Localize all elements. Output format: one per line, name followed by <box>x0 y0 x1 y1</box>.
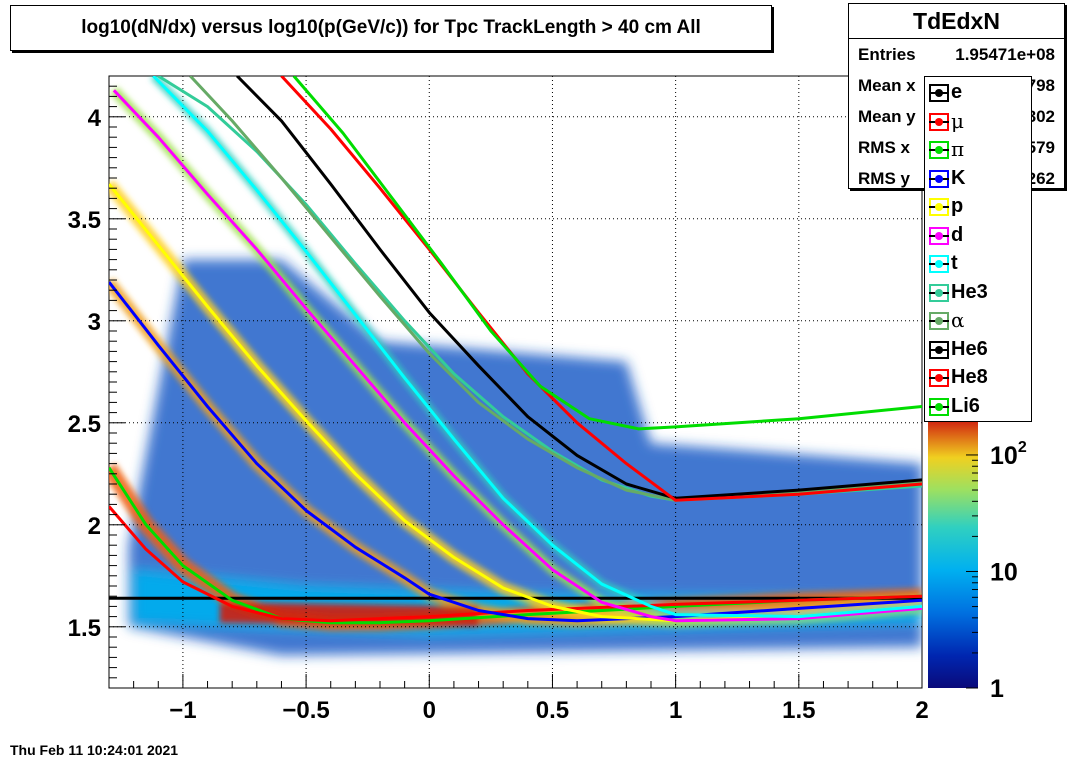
legend-marker <box>935 174 943 183</box>
legend-marker <box>935 89 943 97</box>
legend-swatch <box>929 369 949 387</box>
legend-label: d <box>951 223 964 246</box>
stats-value: 1.95471e+08 <box>955 44 1055 64</box>
legend-item: K <box>925 165 1031 193</box>
legend-marker <box>935 231 943 240</box>
legend-swatch <box>929 340 949 359</box>
legend-swatch <box>929 397 949 416</box>
y-tick-label: 2.5 <box>68 411 101 438</box>
x-tick-label: 0 <box>423 697 436 724</box>
legend-swatch <box>929 169 949 188</box>
chart-title: log10(dN/dx) versus log10(p(GeV/c)) for … <box>10 5 772 51</box>
density-halo <box>128 259 922 656</box>
legend-item: μ <box>925 108 1031 136</box>
legend-item: Li6 <box>925 393 1031 421</box>
legend-label: π <box>951 137 965 161</box>
legend-label: He6 <box>951 337 988 360</box>
y-tick-label: 1.5 <box>68 615 101 642</box>
legend-item: d <box>925 222 1031 250</box>
legend-label: e <box>951 81 963 103</box>
timestamp: Thu Feb 11 10:24:01 2021 <box>10 742 179 758</box>
legend-swatch <box>929 84 949 102</box>
band-curve-μ <box>109 505 922 623</box>
z-tick-exponent: 2 <box>1018 439 1027 456</box>
legend-swatch <box>929 312 949 330</box>
x-axis: −1 −0.5 0 0.5 1 1.5 2 <box>108 674 929 724</box>
legend-item: He3 <box>925 279 1031 307</box>
legend-item: He8 <box>925 364 1031 392</box>
legend-marker <box>935 203 943 211</box>
y-axis: 1.5 2 2.5 3 3.5 4 <box>68 75 125 689</box>
band-curve-Li6 <box>292 76 922 431</box>
x-tick-label: 1 <box>669 697 682 724</box>
legend-marker <box>935 146 943 154</box>
legend-label: He3 <box>951 280 988 303</box>
legend-item: p <box>925 193 1031 221</box>
x-tick-label: 2 <box>915 697 928 724</box>
legend-item: t <box>925 250 1031 278</box>
legend-swatch <box>929 255 949 273</box>
z-axis: 1 10 102 <box>966 439 1027 703</box>
stats-name: TdEdxN <box>849 4 1064 39</box>
y-tick-label: 2 <box>88 513 101 540</box>
stats-label: Mean y <box>858 106 916 126</box>
x-tick-label: 0.5 <box>536 697 569 724</box>
legend-label: He8 <box>951 366 988 388</box>
legend-swatch <box>929 198 949 216</box>
band-curve-t <box>152 76 922 619</box>
legend-label: Li6 <box>951 394 980 417</box>
legend-marker <box>935 117 943 126</box>
legend-swatch <box>929 226 949 245</box>
band-curve-d <box>112 89 922 623</box>
legend-label: p <box>951 195 964 217</box>
legend-label: t <box>951 252 958 274</box>
z-tick-label: 1 <box>990 675 1004 703</box>
legend-swatch <box>929 283 949 302</box>
legend-item: He6 <box>925 336 1031 364</box>
color-scale <box>928 420 978 688</box>
stats-label: RMS y <box>858 168 910 188</box>
stats-label: Mean x <box>858 75 916 95</box>
y-tick-label: 4 <box>88 105 102 132</box>
legend-swatch <box>929 141 949 159</box>
legend-marker <box>935 317 943 325</box>
band-curve-He6 <box>236 76 922 500</box>
x-tick-label: −0.5 <box>282 697 329 724</box>
y-tick-label: 3.5 <box>68 207 101 234</box>
band-curves <box>109 76 922 625</box>
legend-item: e <box>925 79 1031 107</box>
legend-label: K <box>951 166 966 189</box>
stats-label: RMS x <box>858 137 910 157</box>
z-tick-label: 102 <box>990 439 1027 470</box>
z-tick-label: 10 <box>990 558 1018 586</box>
legend-item: α <box>925 307 1031 335</box>
y-tick-label: 3 <box>88 309 101 336</box>
legend-marker <box>935 345 943 354</box>
x-tick-label: 1.5 <box>782 697 815 724</box>
legend-label: μ <box>951 108 964 133</box>
legend-marker <box>935 288 943 297</box>
legend-label: α <box>951 308 965 332</box>
legend-marker <box>935 260 943 268</box>
stats-row: Entries 1.95471e+08 <box>849 39 1064 70</box>
legend-marker <box>935 374 943 382</box>
legend-swatch <box>929 112 949 131</box>
x-tick-label: −1 <box>169 697 196 724</box>
legend-marker <box>935 402 943 411</box>
stats-label: Entries <box>858 44 916 64</box>
legend-item: π <box>925 136 1031 164</box>
band-curve-π <box>109 466 922 625</box>
